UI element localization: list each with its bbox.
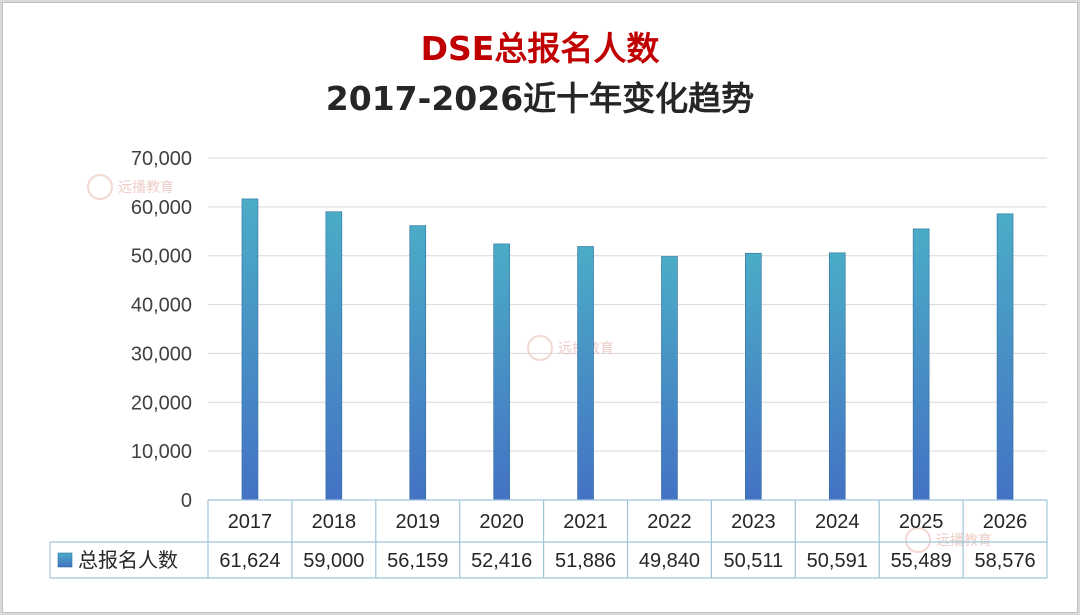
bar-2020: [493, 243, 510, 501]
data-label: 59,000: [303, 550, 364, 572]
x-tick-label: 2020: [479, 511, 524, 533]
svg-text:远播教育: 远播教育: [118, 180, 174, 196]
y-tick-label: 30,000: [131, 343, 192, 365]
x-tick-label: 2019: [396, 511, 441, 533]
legend-swatch: [57, 552, 73, 568]
data-label: 49,840: [639, 550, 700, 572]
y-tick-label: 50,000: [131, 246, 192, 268]
y-tick-label: 40,000: [131, 295, 192, 317]
bar-2024: [828, 252, 846, 501]
bar-2017: [241, 198, 259, 501]
data-label: 56,159: [387, 550, 448, 572]
watermarks: 远播教育远播教育远播教育: [87, 174, 992, 553]
x-tick-label: 2023: [731, 511, 776, 533]
x-tick-label: 2021: [563, 511, 608, 533]
svg-text:远播教育: 远播教育: [936, 533, 992, 549]
x-tick-label: 2022: [647, 511, 692, 533]
data-label: 58,576: [974, 550, 1035, 572]
data-label: 51,886: [555, 550, 616, 572]
x-tick-label: 2024: [815, 511, 860, 533]
bar-2018: [325, 211, 343, 501]
chart-title: DSE总报名人数: [420, 29, 660, 68]
chart-subtitle: 2017-2026近十年变化趋势: [325, 79, 755, 118]
bar-2023: [745, 252, 762, 501]
y-tick-label: 70,000: [131, 148, 192, 170]
y-axis-ticks: 0 10,000 20,000 30,000 40,000 50,000 60,000 70,…: [131, 148, 192, 512]
data-table: 2017 61,624 2018 59,000 2019 56,159 2020 52,416…: [49, 499, 1048, 579]
watermark-logo: 远播教育: [527, 335, 614, 361]
y-tick-label: 0: [181, 490, 192, 512]
data-label: 50,591: [807, 550, 868, 572]
y-tick-label: 20,000: [131, 392, 192, 414]
data-label: 50,511: [724, 550, 784, 572]
y-tick-label: 10,000: [131, 441, 192, 463]
x-tick-label: 2018: [312, 511, 357, 533]
x-tick-label: 2025: [899, 511, 944, 533]
gridlines: [208, 157, 1047, 452]
watermark-logo: 远播教育: [905, 527, 992, 553]
bar-2022: [661, 256, 678, 501]
x-tick-label: 2026: [983, 511, 1028, 533]
bar-2026: [996, 213, 1014, 501]
data-label: 61,624: [219, 550, 280, 572]
watermark-logo: 远播教育: [87, 174, 174, 200]
data-label: 55,489: [891, 550, 952, 572]
bar-2021: [577, 246, 594, 501]
data-label: 52,416: [471, 550, 532, 572]
bar-2019: [409, 225, 427, 501]
legend-label: 总报名人数: [78, 548, 178, 572]
bar-2025: [912, 228, 930, 501]
y-tick-label: 60,000: [131, 197, 192, 219]
bars: [241, 198, 1014, 501]
x-tick-label: 2017: [228, 511, 273, 533]
